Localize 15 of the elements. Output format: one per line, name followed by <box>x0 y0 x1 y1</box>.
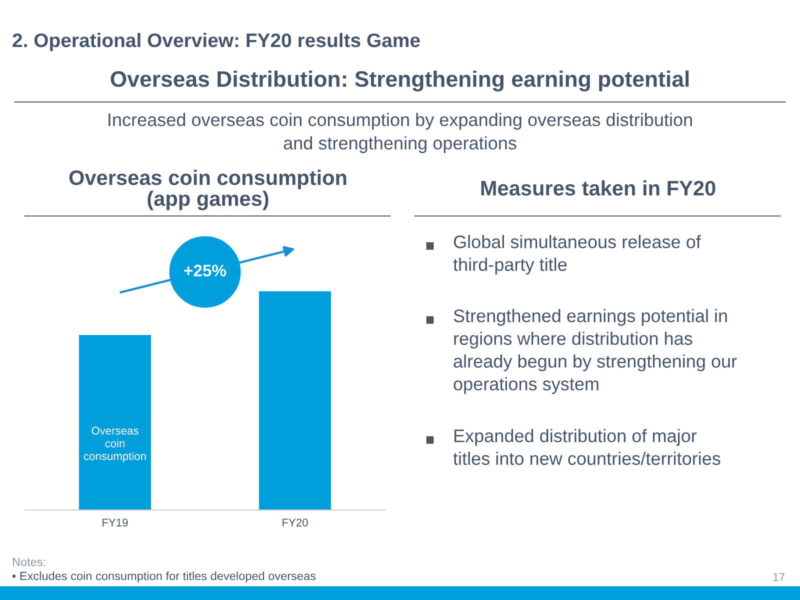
text: • Excludes coin consumption for titles developed overseas <box>12 571 316 583</box>
chart-title: Overseas coin consumption (app games) <box>69 170 346 210</box>
text: Notes: <box>12 558 46 566</box>
text: 17 <box>773 573 784 581</box>
text: Expanded distribution of major titles into new countries/territories <box>453 429 720 465</box>
text: Increased overseas coin consumption by expanding overseas distribution and strengthening operations <box>108 112 692 154</box>
x-tick-label: FY20 <box>282 518 308 526</box>
text: Overseas Distribution: Strengthening earning potential <box>110 70 689 92</box>
annotation: Overseas coin consumption <box>84 426 146 462</box>
text: Strengthened earnings potential in regions where distribution has already begun by strengthening our operations system <box>454 309 737 394</box>
text: +25% <box>184 264 226 276</box>
text: Global simultaneous release of third-party title <box>453 235 701 275</box>
x-tick-label: FY19 <box>102 518 128 526</box>
text: 2. Operational Overview: FY20 results Game <box>12 32 420 52</box>
text: Measures taken in FY20 <box>481 180 716 196</box>
